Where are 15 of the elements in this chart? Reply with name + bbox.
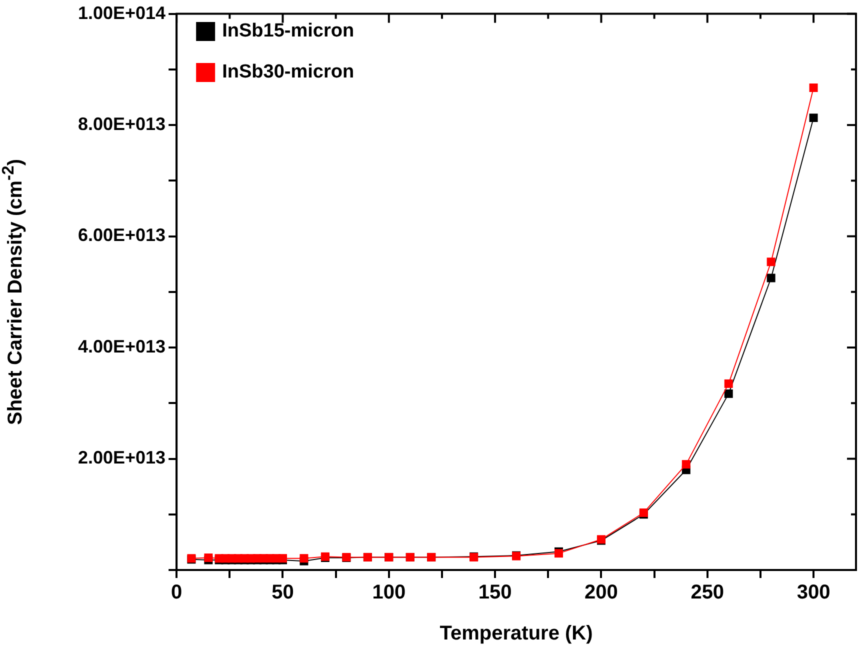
y-tick-label: 6.00E+013 — [78, 225, 166, 246]
y-tick-label: 1.00E+014 — [78, 2, 166, 23]
x-tick-label: 300 — [796, 582, 830, 604]
y-tick-label: 2.00E+013 — [78, 448, 166, 468]
y-tick-label: 4.00E+013 — [78, 336, 166, 356]
x-tick-label: 150 — [478, 582, 512, 604]
x-axis-title: Temperature (K) — [440, 622, 593, 645]
x-tick-label: 0 — [171, 582, 182, 604]
legend-label: InSb15-micron — [222, 20, 354, 42]
legend-label: InSb30-micron — [222, 62, 354, 83]
x-tick-label: 50 — [272, 582, 294, 604]
x-tick-label: 100 — [372, 582, 406, 604]
y-tick-label: 8.00E+013 — [78, 114, 166, 134]
x-tick-label: 200 — [584, 582, 618, 604]
x-tick-label: 250 — [690, 582, 724, 604]
